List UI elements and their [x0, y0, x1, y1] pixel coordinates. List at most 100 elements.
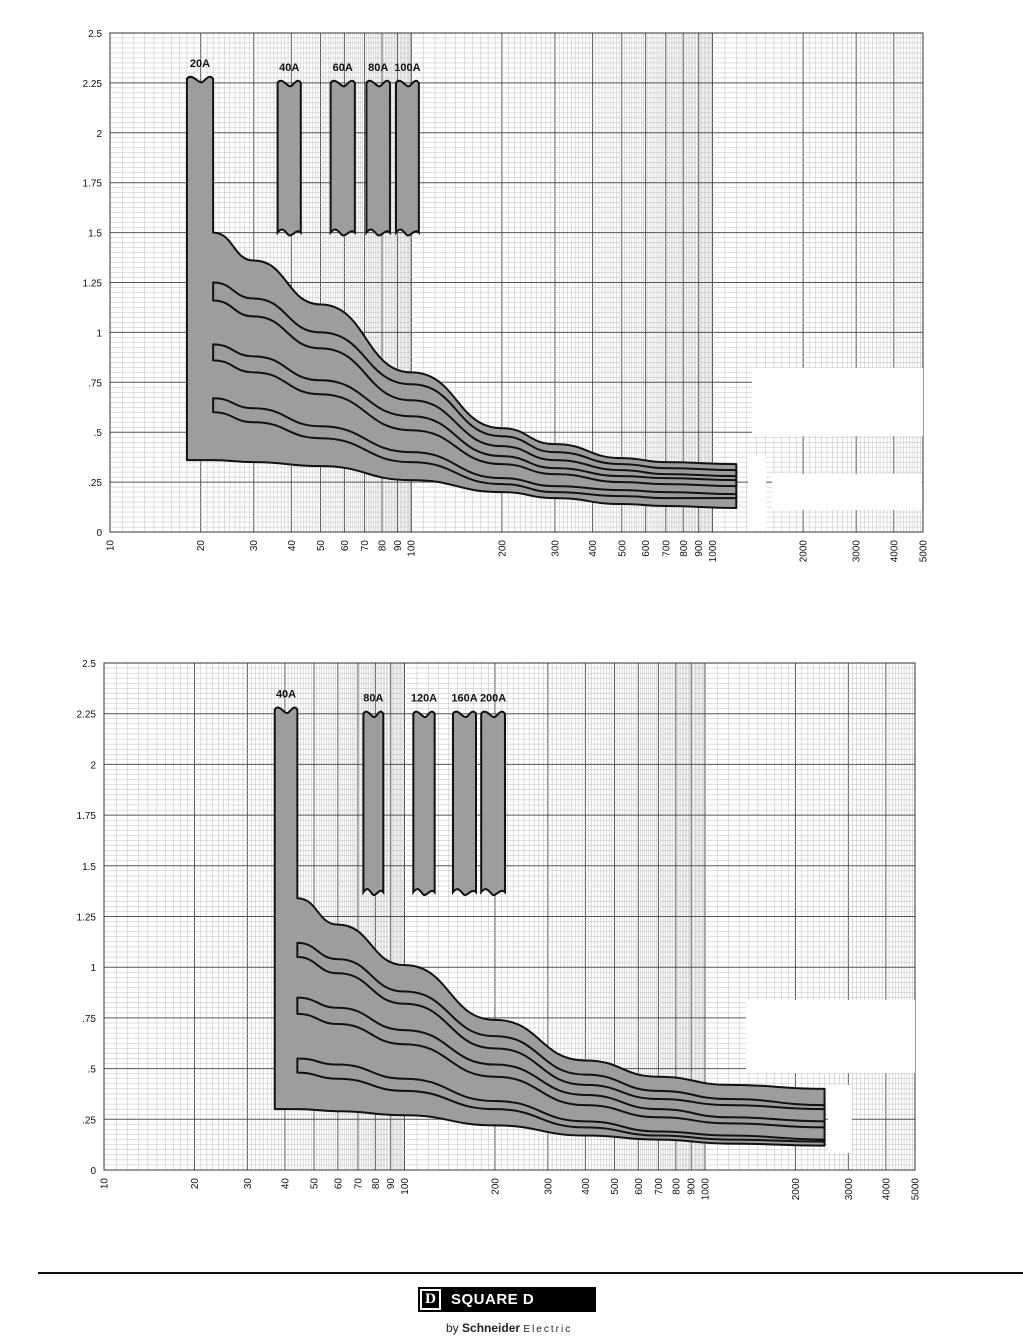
logo-company-suffix: Electric [523, 1324, 573, 1335]
rating-band [480, 710, 506, 897]
y-tick-label: .25 [82, 1115, 96, 1126]
x-tick-label: 50 [310, 1178, 321, 1190]
rating-band [394, 79, 420, 237]
x-tick-label: 10 [106, 540, 117, 552]
x-tick-label: 100 [400, 1178, 411, 1195]
y-tick-label: 1.5 [82, 862, 96, 873]
y-tick-label: 1.25 [83, 279, 103, 290]
y-tick-label: 1 [96, 328, 102, 339]
x-tick-label: 500 [610, 1178, 621, 1195]
y-tick-label: 1.75 [77, 811, 97, 822]
x-tick-label: 700 [654, 1178, 665, 1195]
x-tick-label: 400 [588, 540, 599, 557]
x-tick-label: 1000 [700, 1178, 711, 1201]
y-tick-label: 1.25 [77, 913, 97, 924]
rating-label: 60A [333, 62, 353, 74]
x-tick-label: 5000 [911, 1178, 922, 1201]
x-tick-label: 400 [581, 1178, 592, 1195]
rating-band [412, 710, 436, 897]
x-tick-label: 4000 [881, 1178, 892, 1201]
x-tick-label: 900 [694, 540, 705, 557]
x-tick-label: 3000 [844, 1178, 855, 1201]
rating-label: 80A [363, 693, 383, 705]
x-tick-label: 60 [333, 1178, 344, 1190]
y-tick-label: .5 [88, 1065, 97, 1076]
x-tick-label: 90 [386, 1178, 397, 1190]
trip-curve-band [212, 343, 738, 488]
logo-company: Schneider [462, 1321, 521, 1335]
rating-label: 40A [279, 62, 299, 74]
rating-band [329, 79, 356, 237]
trip-curve-band [296, 996, 826, 1129]
rating-label: 80A [368, 62, 388, 74]
rating-label: 160A [451, 693, 477, 705]
logo-tagline: by Schneider Electric [446, 1321, 596, 1335]
y-tick-label: 1.5 [88, 229, 102, 240]
x-tick-label: 100 [407, 540, 418, 557]
x-tick-label: 30 [243, 1178, 254, 1190]
x-tick-label: 200 [490, 1178, 501, 1195]
grid-blank-area [746, 1000, 915, 1073]
y-tick-label: .5 [94, 428, 103, 439]
y-tick-label: 2.5 [88, 29, 102, 40]
y-tick-label: 1.75 [83, 179, 103, 190]
logo-brand-name: SQUARE D [451, 1291, 535, 1308]
y-tick-label: .25 [88, 478, 102, 489]
trip-curve-band [185, 75, 738, 510]
x-tick-label: 70 [360, 540, 371, 552]
grid-blank-area [752, 368, 923, 436]
y-tick-label: 0 [90, 1166, 96, 1177]
rating-band [365, 79, 391, 237]
y-tick-label: 2 [96, 129, 102, 140]
trip-curve-band [212, 281, 738, 478]
x-tick-label: 3000 [852, 540, 863, 563]
x-tick-label: 200 [497, 540, 508, 557]
grid-blank-area [772, 474, 922, 510]
x-tick-label: 20 [190, 1178, 201, 1190]
x-tick-label: 300 [550, 540, 561, 557]
x-tick-label: 10 [100, 1178, 111, 1190]
x-tick-label: 600 [641, 540, 652, 557]
x-tick-label: 80 [371, 1178, 382, 1190]
x-tick-label: 70 [353, 1178, 364, 1190]
trip-curve-band [296, 941, 826, 1111]
x-tick-label: 1000 [708, 540, 719, 563]
plot-frame [103, 662, 916, 1171]
rating-band [362, 710, 385, 897]
x-tick-label: 300 [543, 1178, 554, 1195]
y-tick-label: 2.25 [77, 710, 97, 721]
x-tick-label: 40 [287, 540, 298, 552]
x-tick-label: 2000 [791, 1178, 802, 1201]
y-tick-label: 2.5 [82, 659, 96, 670]
rating-label: 20A [190, 58, 210, 70]
rating-label: 40A [276, 689, 296, 701]
logo-d-letter: D [422, 1291, 439, 1308]
x-tick-label: 30 [249, 540, 260, 552]
square-d-logo: D SQUARE D by Schneider Electric [418, 1287, 596, 1335]
y-tick-label: 2 [90, 760, 96, 771]
grid-blank-area [828, 1085, 852, 1153]
logo-by: by [446, 1321, 459, 1335]
x-tick-label: 40 [280, 1178, 291, 1190]
x-tick-label: 800 [671, 1178, 682, 1195]
x-tick-label: 90 [393, 540, 404, 552]
x-tick-label: 900 [687, 1178, 698, 1195]
rating-band [451, 710, 478, 897]
x-tick-label: 700 [661, 540, 672, 557]
x-tick-label: 4000 [889, 540, 900, 563]
grid-blank-area [748, 456, 766, 530]
trip-curve-band [296, 1057, 826, 1143]
y-tick-label: .75 [88, 378, 102, 389]
plot-frame [109, 32, 924, 533]
y-tick-label: 2.25 [83, 79, 103, 90]
x-tick-label: 20 [196, 540, 207, 552]
footer-rule [38, 1272, 1023, 1274]
rating-label: 100A [394, 62, 420, 74]
rating-band [276, 79, 302, 237]
x-tick-label: 50 [316, 540, 327, 552]
rating-label: 200A [480, 693, 506, 705]
x-tick-label: 60 [340, 540, 351, 552]
x-tick-label: 5000 [919, 540, 930, 563]
trip-curve-chart-bottom: 0 .25 .5 .75 1 1.25 1.5 1.75 2 2.25 2.5 10 20 30 40 50 6… [77, 659, 922, 1201]
y-tick-label: 1 [90, 963, 96, 974]
